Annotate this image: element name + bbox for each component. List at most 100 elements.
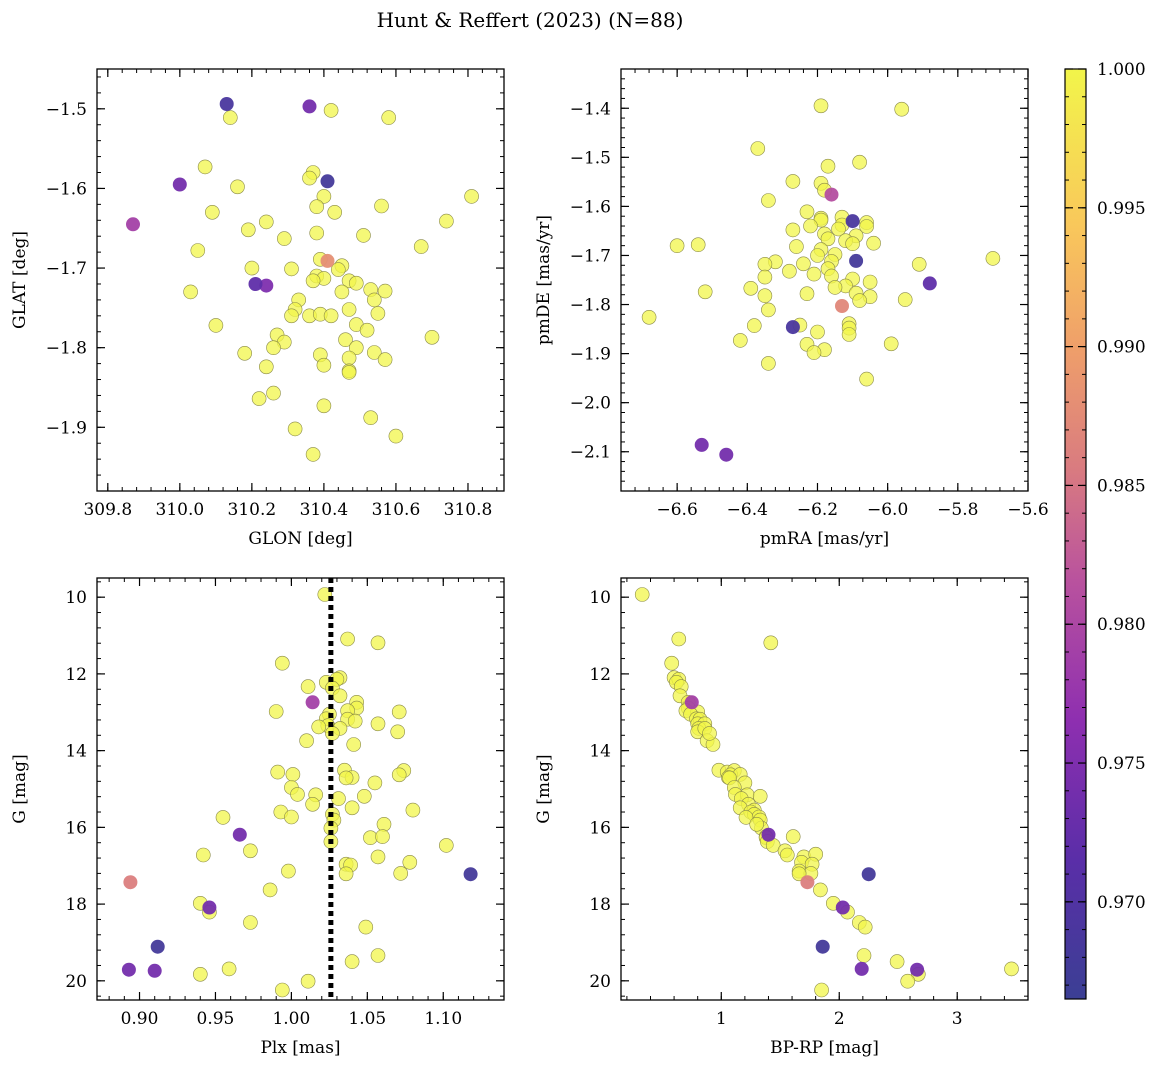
x-tick-label: 0.95 (197, 1009, 235, 1029)
y-axis-label: pmDE [mas/yr] (534, 215, 554, 345)
data-point (824, 187, 839, 202)
data-point (796, 256, 811, 272)
data-point (274, 655, 290, 671)
y-tick-label: −1.8 (46, 339, 87, 359)
y-tick-label: 18 (589, 895, 611, 915)
data-point (854, 961, 869, 976)
x-tick-label: 1.05 (348, 1009, 386, 1029)
data-point (126, 217, 140, 232)
data-point (810, 248, 825, 263)
data-point (861, 867, 876, 882)
data-point (852, 154, 867, 170)
colorbar-tick-label: 1.000 (1097, 60, 1146, 80)
data-point (316, 357, 332, 373)
data-point (202, 900, 217, 915)
data-point (810, 324, 825, 340)
data-point (237, 345, 252, 361)
data-point (761, 302, 776, 318)
data-point (366, 345, 382, 360)
data-point (316, 398, 332, 414)
data-point (845, 236, 860, 251)
data-point (370, 635, 386, 651)
data-point (749, 816, 765, 832)
data-point (190, 243, 206, 258)
data-point (281, 863, 296, 879)
data-point (806, 345, 822, 360)
data-point (274, 982, 290, 998)
x-tick-label: 310.8 (444, 500, 493, 520)
y-tick-label: −1.5 (46, 100, 87, 120)
data-point (341, 350, 357, 366)
data-point (230, 179, 245, 195)
data-point (183, 284, 198, 300)
data-point (262, 882, 278, 898)
data-point (985, 251, 1001, 266)
data-point (305, 273, 321, 289)
y-tick-label: −1.7 (570, 246, 611, 266)
data-point (752, 788, 768, 804)
data-point (806, 266, 822, 282)
colorbar-tick-label: 0.975 (1097, 754, 1146, 774)
x-tick-label: 0.90 (121, 1009, 159, 1029)
x-tick-label: 3 (952, 1009, 963, 1029)
data-point (799, 286, 815, 302)
data-point (323, 308, 339, 324)
data-point (302, 170, 317, 186)
data-point (327, 205, 343, 220)
data-point (123, 875, 138, 890)
data-point (197, 159, 213, 175)
data-point (356, 788, 372, 804)
x-tick-label: −6.0 (867, 500, 908, 520)
data-point (358, 919, 374, 935)
data-point (346, 737, 362, 752)
data-point (341, 302, 357, 317)
data-point (761, 356, 776, 371)
figure-title: Hunt & Reffert (2023) (N=88) (377, 8, 684, 32)
data-point (800, 875, 815, 890)
data-point (331, 791, 346, 806)
data-point (815, 939, 830, 954)
x-tick-label: 1.00 (272, 1009, 310, 1029)
data-point (799, 204, 815, 220)
data-point (746, 318, 762, 333)
data-point (856, 948, 872, 963)
data-point (761, 193, 776, 208)
data-point (463, 867, 478, 882)
colorbar-tick-label: 0.985 (1097, 476, 1146, 496)
data-point (820, 231, 836, 247)
data-point (785, 222, 801, 238)
y-tick-label: 16 (65, 818, 87, 838)
colorbar-tick-label: 0.990 (1097, 338, 1146, 358)
data-point (803, 218, 818, 234)
data-point (302, 99, 317, 114)
data-point (215, 810, 231, 825)
data-point (285, 767, 301, 782)
data-point (320, 253, 335, 268)
colorbar-tick-label: 0.980 (1097, 615, 1146, 635)
data-point (845, 214, 860, 229)
data-point (862, 274, 878, 290)
x-tick-label: 310.6 (372, 500, 421, 520)
data-point (841, 327, 857, 342)
x-tick-label: 2 (834, 1009, 845, 1029)
data-point (405, 802, 421, 818)
data-point (330, 262, 346, 277)
axes-frame (620, 577, 1029, 1001)
x-tick-label: −5.8 (937, 500, 978, 520)
data-point (258, 214, 274, 230)
data-point (300, 679, 316, 694)
y-tick-label: 12 (589, 665, 611, 685)
data-point (323, 103, 339, 118)
data-point (377, 352, 393, 367)
x-tick-label: −6.4 (727, 500, 768, 520)
data-point (284, 809, 299, 825)
data-point (376, 816, 392, 832)
data-point (276, 231, 292, 246)
data-point (340, 631, 355, 647)
data-point (779, 847, 795, 863)
data-point (669, 238, 685, 253)
data-point (243, 843, 258, 859)
data-point (684, 695, 699, 710)
data-point (300, 973, 316, 989)
